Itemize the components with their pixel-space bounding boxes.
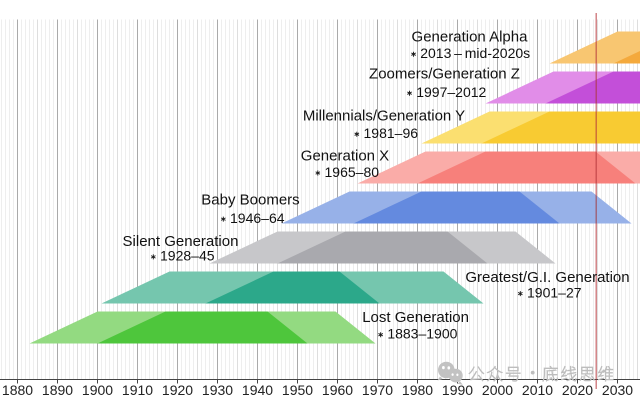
svg-text:Zoomers/Generation Z: Zoomers/Generation Z [369, 66, 520, 83]
svg-text:2000: 2000 [482, 382, 513, 398]
svg-text:1910: 1910 [122, 382, 153, 398]
svg-text:Lost Generation: Lost Generation [362, 309, 469, 326]
svg-text:1990: 1990 [442, 382, 473, 398]
svg-text:1950: 1950 [282, 382, 313, 398]
svg-text:1965–80: 1965–80 [325, 164, 380, 180]
svg-text:1940: 1940 [242, 382, 273, 398]
svg-text:2020: 2020 [562, 382, 593, 398]
svg-text:1981–96: 1981–96 [364, 125, 419, 141]
svg-text:1928–45: 1928–45 [160, 248, 215, 264]
svg-text:Generation Alpha: Generation Alpha [412, 29, 529, 46]
svg-text:Millennials/Generation Y: Millennials/Generation Y [303, 108, 465, 125]
svg-text:1880: 1880 [2, 382, 33, 398]
svg-text:2010: 2010 [522, 382, 553, 398]
svg-text:1890: 1890 [42, 382, 73, 398]
svg-text:2013 – mid-2020s: 2013 – mid-2020s [420, 45, 530, 61]
svg-text:1960: 1960 [322, 382, 353, 398]
svg-text:1946–64: 1946–64 [230, 210, 285, 226]
svg-text:1997–2012: 1997–2012 [416, 84, 486, 100]
svg-text:Generation X: Generation X [301, 147, 389, 164]
svg-text:1900: 1900 [82, 382, 113, 398]
svg-text:1883–1900: 1883–1900 [387, 326, 457, 342]
svg-text:Silent Generation: Silent Generation [123, 233, 239, 250]
svg-text:Baby Boomers: Baby Boomers [201, 192, 299, 209]
svg-text:1980: 1980 [402, 382, 433, 398]
svg-text:1970: 1970 [362, 382, 393, 398]
svg-text:1901–27: 1901–27 [527, 284, 582, 300]
svg-text:1920: 1920 [162, 382, 193, 398]
svg-text:1930: 1930 [202, 382, 233, 398]
svg-text:Greatest/G.I. Generation: Greatest/G.I. Generation [465, 269, 629, 286]
svg-text:2030: 2030 [602, 382, 633, 398]
